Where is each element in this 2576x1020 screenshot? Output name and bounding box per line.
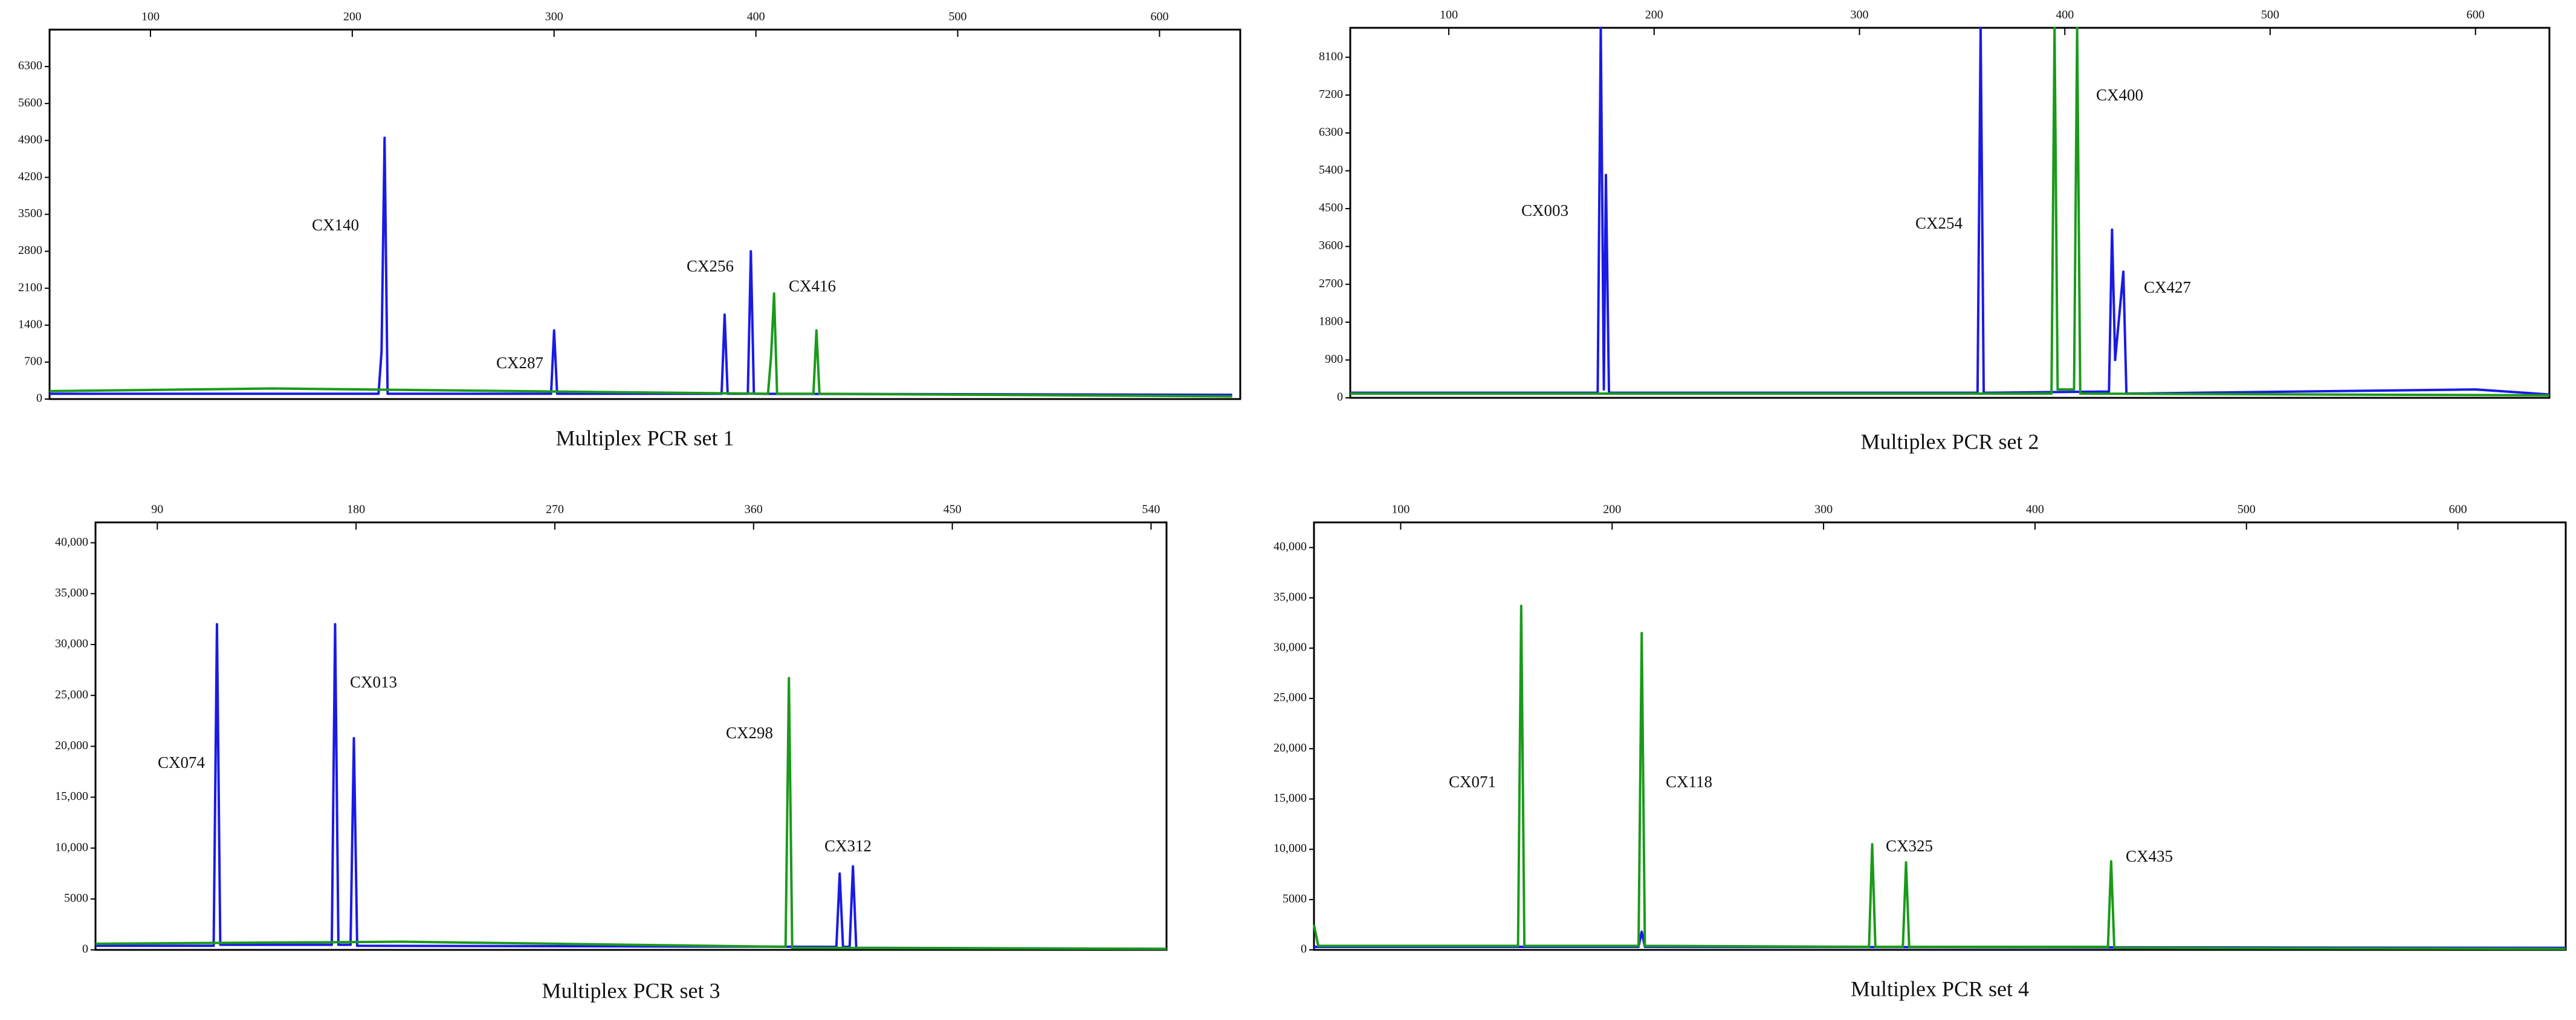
y-tick-label: 0 [82,943,88,956]
y-tick-label: 5400 [1319,163,1343,177]
x-tick-label: 600 [1150,10,1168,24]
x-tick-label: 450 [943,503,962,516]
y-tick-label: 2800 [18,244,42,257]
y-tick-label: 30,000 [55,637,88,651]
chart-caption: Multiplex PCR set 1 [555,426,734,450]
peak-label: CX287 [496,354,543,372]
x-tick-label: 300 [1814,503,1833,516]
y-tick-label: 700 [24,354,42,368]
y-tick-label: 0 [36,392,42,405]
x-tick-label: 500 [949,10,967,24]
peak-label: CX071 [1449,773,1496,791]
trace [95,677,1167,950]
y-tick-label: 3600 [1319,239,1343,252]
y-tick-label: 20,000 [55,739,88,752]
x-tick-label: 540 [1142,503,1160,516]
y-tick-label: 1400 [18,317,42,331]
chart-caption: Multiplex PCR set 4 [1851,976,2029,1001]
y-tick-label: 35,000 [1273,590,1307,603]
y-tick-label: 0 [1337,391,1343,404]
peak-label: CX312 [824,837,872,855]
peak-label: CX256 [687,257,734,275]
y-tick-label: 6300 [1319,125,1343,138]
peak-label: CX298 [726,724,773,742]
y-tick-label: 4900 [18,133,42,146]
plot-frame [48,28,1241,400]
y-tick-label: 7200 [1319,88,1343,101]
trace [1350,27,2550,396]
peak-label: CX435 [2126,847,2173,865]
y-tick-label: 35,000 [55,586,88,599]
trace [49,292,1232,398]
x-tick-label: 500 [2261,8,2279,22]
y-tick-label: 0 [1301,943,1307,956]
trace [50,136,1232,397]
x-tick-label: 600 [2449,503,2467,516]
y-tick-label: 5000 [1283,892,1307,905]
y-tick-label: 15,000 [1273,791,1307,805]
x-tick-label: 360 [745,503,763,516]
peak-label: CX140 [312,216,359,234]
plot-frame [1349,27,2551,399]
y-tick-label: 8100 [1319,50,1343,63]
y-tick-label: 4200 [18,170,42,183]
trace [95,623,1167,950]
peak-label: CX416 [789,277,836,295]
x-tick-label: 100 [1391,503,1409,516]
x-tick-label: 90 [151,503,163,516]
y-tick-label: 6300 [18,59,42,73]
x-tick-label: 180 [347,503,365,516]
y-tick-label: 10,000 [1273,842,1307,855]
x-tick-label: 300 [1851,8,1869,22]
y-tick-label: 15,000 [55,790,88,803]
x-tick-label: 400 [2056,8,2074,22]
y-tick-label: 10,000 [55,840,88,854]
x-tick-label: 200 [343,10,361,24]
chart-caption: Multiplex PCR set 2 [1860,429,2039,453]
peak-label: CX003 [1521,201,1568,219]
x-tick-label: 300 [545,10,563,24]
y-tick-label: 3500 [18,207,42,220]
y-tick-label: 1800 [1319,314,1343,328]
y-tick-label: 30,000 [1273,641,1307,654]
peak-label: CX254 [1915,214,1963,232]
x-tick-label: 270 [546,503,564,516]
y-tick-label: 20,000 [1273,741,1307,755]
x-tick-label: 400 [2026,503,2044,516]
peak-label: CX118 [1666,773,1712,791]
trace [1313,605,2566,950]
x-tick-label: 200 [1645,8,1663,22]
x-tick-label: 100 [1440,8,1458,22]
trace [1350,27,2550,397]
peak-label: CX013 [350,673,397,691]
plot-frame [94,521,1168,951]
chart-caption: Multiplex PCR set 3 [542,978,720,1002]
y-tick-label: 25,000 [1273,691,1307,704]
y-tick-label: 900 [1325,352,1343,366]
peak-label: CX427 [2144,278,2191,296]
y-tick-label: 5000 [64,891,88,905]
y-tick-label: 2700 [1319,277,1343,290]
x-tick-label: 400 [747,10,765,24]
y-tick-label: 4500 [1319,201,1343,215]
peak-label: CX074 [158,753,205,771]
peak-label: CX400 [2096,86,2143,104]
y-tick-label: 25,000 [55,688,88,701]
y-tick-label: 5600 [18,96,42,109]
x-tick-label: 100 [141,10,160,24]
plot-frame [1313,521,2567,951]
x-tick-label: 500 [2238,503,2256,516]
x-tick-label: 200 [1603,503,1621,516]
y-tick-label: 40,000 [55,535,88,548]
y-tick-label: 40,000 [1273,540,1307,553]
peak-label: CX325 [1886,837,1933,855]
x-tick-label: 600 [2467,8,2485,22]
y-tick-label: 2100 [18,281,42,294]
